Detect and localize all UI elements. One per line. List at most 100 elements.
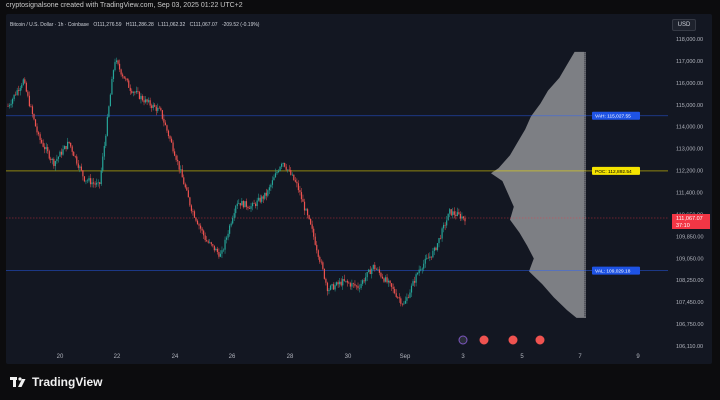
candle-body	[313, 228, 315, 237]
candle-body	[366, 272, 368, 278]
candle-body	[244, 201, 246, 208]
candle-body	[429, 256, 431, 259]
candle-body	[314, 236, 316, 245]
candle-body	[79, 166, 81, 168]
y-tick-label: 113,000.00	[676, 147, 703, 153]
candle-body	[222, 249, 225, 251]
candle-body	[125, 78, 127, 80]
x-tick-label: 5	[520, 354, 524, 360]
candle-body	[351, 283, 353, 287]
candle-body	[184, 184, 186, 188]
candle-body	[320, 261, 322, 263]
candle-body	[204, 235, 206, 241]
candle-body	[169, 136, 171, 139]
candle-body	[206, 240, 208, 242]
candle-body	[299, 190, 301, 193]
candle-body	[22, 79, 24, 85]
candle-body	[407, 297, 410, 298]
candle-body	[406, 297, 408, 301]
y-tick-label: 118,000.00	[676, 37, 703, 43]
candle-body	[148, 100, 150, 102]
chart-caption: cryptosignalsone created with TradingVie…	[6, 2, 243, 9]
candle-body	[144, 99, 147, 103]
candle-body	[401, 303, 403, 305]
candle-body	[322, 262, 324, 269]
candle-body	[50, 158, 52, 160]
candle-body	[73, 151, 75, 157]
candle-body	[97, 182, 99, 183]
candle-body	[60, 151, 63, 155]
candle-body	[378, 269, 381, 273]
candle-body	[25, 82, 27, 92]
candle-body	[114, 62, 116, 71]
candle-body	[415, 274, 417, 283]
candle-body	[271, 180, 274, 185]
chart-frame[interactable]	[6, 14, 712, 364]
candle-body	[117, 60, 119, 64]
candle-body	[361, 280, 364, 284]
candle-body	[293, 174, 295, 181]
candle-body	[170, 138, 173, 143]
legend-close: C111,067.07	[189, 22, 218, 28]
candle-body	[392, 286, 394, 289]
last-price-tag	[672, 214, 710, 230]
candle-body	[256, 200, 258, 207]
candle-body	[8, 105, 11, 107]
candle-body	[229, 225, 231, 234]
candle-body	[236, 203, 238, 207]
candle-body	[450, 209, 452, 216]
candle-body	[164, 122, 167, 126]
candle-body	[108, 106, 110, 117]
candle-body	[279, 166, 281, 171]
candle-body	[339, 281, 341, 285]
candle-body	[441, 228, 443, 239]
candle-body	[187, 190, 189, 198]
candle-body	[207, 241, 209, 243]
tradingview-brand[interactable]: TradingView	[10, 374, 102, 390]
candle-body	[358, 287, 361, 289]
candle-body	[195, 217, 197, 221]
candle-body	[262, 196, 264, 199]
candle-body	[332, 284, 335, 290]
candle-body	[181, 169, 183, 178]
candle-body	[203, 230, 205, 236]
legend-high: H111,286.28	[125, 22, 154, 28]
candle-body	[152, 104, 154, 108]
candle-body	[74, 156, 76, 157]
x-tick-label: 30	[345, 354, 352, 360]
candle-body	[198, 224, 200, 226]
candle-body	[128, 80, 130, 88]
candle-body	[375, 269, 377, 270]
candle-body	[444, 224, 446, 226]
candle-body	[287, 169, 289, 171]
candle-body	[265, 192, 267, 196]
candle-body	[310, 218, 312, 225]
candle-body	[436, 243, 439, 250]
candle-body	[201, 228, 203, 231]
currency-button[interactable]: USD	[672, 19, 696, 31]
candle-body	[377, 269, 379, 271]
candle-body	[213, 245, 215, 251]
candle-body	[154, 104, 156, 107]
candle-body	[99, 182, 101, 185]
y-tick-label: 112,200.00	[676, 169, 703, 175]
candle-body	[387, 280, 390, 283]
candle-body	[65, 146, 67, 149]
candle-body	[57, 156, 60, 159]
candle-body	[439, 238, 442, 239]
candle-body	[109, 94, 112, 107]
candle-body	[354, 283, 356, 286]
candle-body	[47, 147, 49, 152]
candle-body	[105, 135, 107, 146]
candle-body	[138, 91, 141, 99]
candle-body	[306, 209, 309, 216]
candle-body	[418, 269, 420, 274]
last-price-label: 111,067.07	[676, 216, 703, 222]
candle-body	[317, 250, 319, 257]
candle-body	[268, 187, 270, 191]
candle-body	[337, 282, 339, 285]
candle-body	[331, 284, 333, 286]
candle-body	[319, 256, 321, 262]
candle-body	[282, 162, 284, 164]
